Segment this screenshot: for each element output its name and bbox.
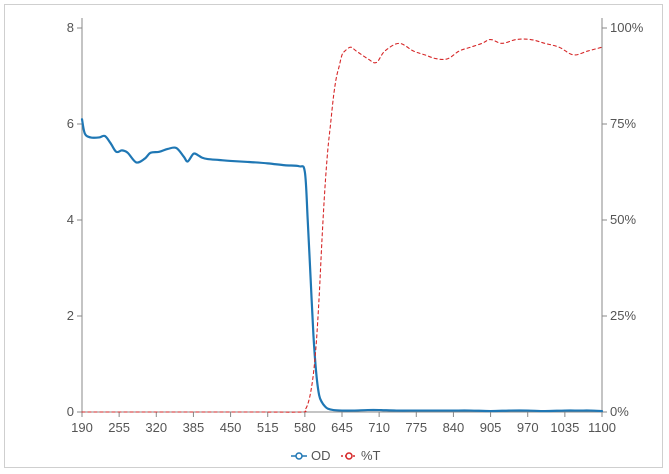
legend-marker-icon [295, 452, 303, 460]
y-right-tick-label: 75% [610, 116, 636, 131]
series-transmission-line [81, 38, 603, 413]
chart-svg: 0 2 4 6 8 0% 25% 50% 75% 100% 190 255 320 385 450 515… [67, 18, 644, 463]
legend-label: OD [311, 448, 331, 463]
x-tick-label: 970 [517, 420, 539, 435]
x-tick-label: 580 [294, 420, 316, 435]
y-left-tick-label: 6 [67, 116, 74, 131]
y-right-tick-label: 50% [610, 212, 636, 227]
y-left-tick-label: 4 [67, 212, 74, 227]
y-left-tick-label: 0 [67, 404, 74, 419]
x-tick-label: 385 [183, 420, 205, 435]
x-tick-label: 1035 [550, 420, 579, 435]
x-tick-label: 450 [220, 420, 242, 435]
chart-frame: 0 2 4 6 8 0% 25% 50% 75% 100% 190 255 320 385 450 515… [4, 4, 663, 468]
x-tick-label: 775 [405, 420, 427, 435]
y-right-tick-label: 0% [610, 404, 629, 419]
x-tick-label: 255 [108, 420, 130, 435]
x-tick-label: 190 [71, 420, 93, 435]
x-tick-label: 710 [368, 420, 390, 435]
x-tick-label: 840 [443, 420, 465, 435]
legend-label: %T [361, 448, 381, 463]
x-tick-label: 645 [331, 420, 353, 435]
x-tick-label: 320 [145, 420, 167, 435]
y-left-tick-label: 8 [67, 20, 74, 35]
y-right-tick-label: 25% [610, 308, 636, 323]
legend-marker-icon [345, 452, 353, 460]
legend-item-od: OD [291, 448, 331, 463]
y-left-tick-label: 2 [67, 308, 74, 323]
legend-item-transmission: %T [341, 448, 381, 463]
x-tick-label: 1100 [588, 420, 616, 435]
x-tick-label: 515 [257, 420, 279, 435]
y-right-tick-label: 100% [610, 20, 644, 35]
series-od-line [80, 118, 604, 413]
x-tick-label: 905 [480, 420, 502, 435]
